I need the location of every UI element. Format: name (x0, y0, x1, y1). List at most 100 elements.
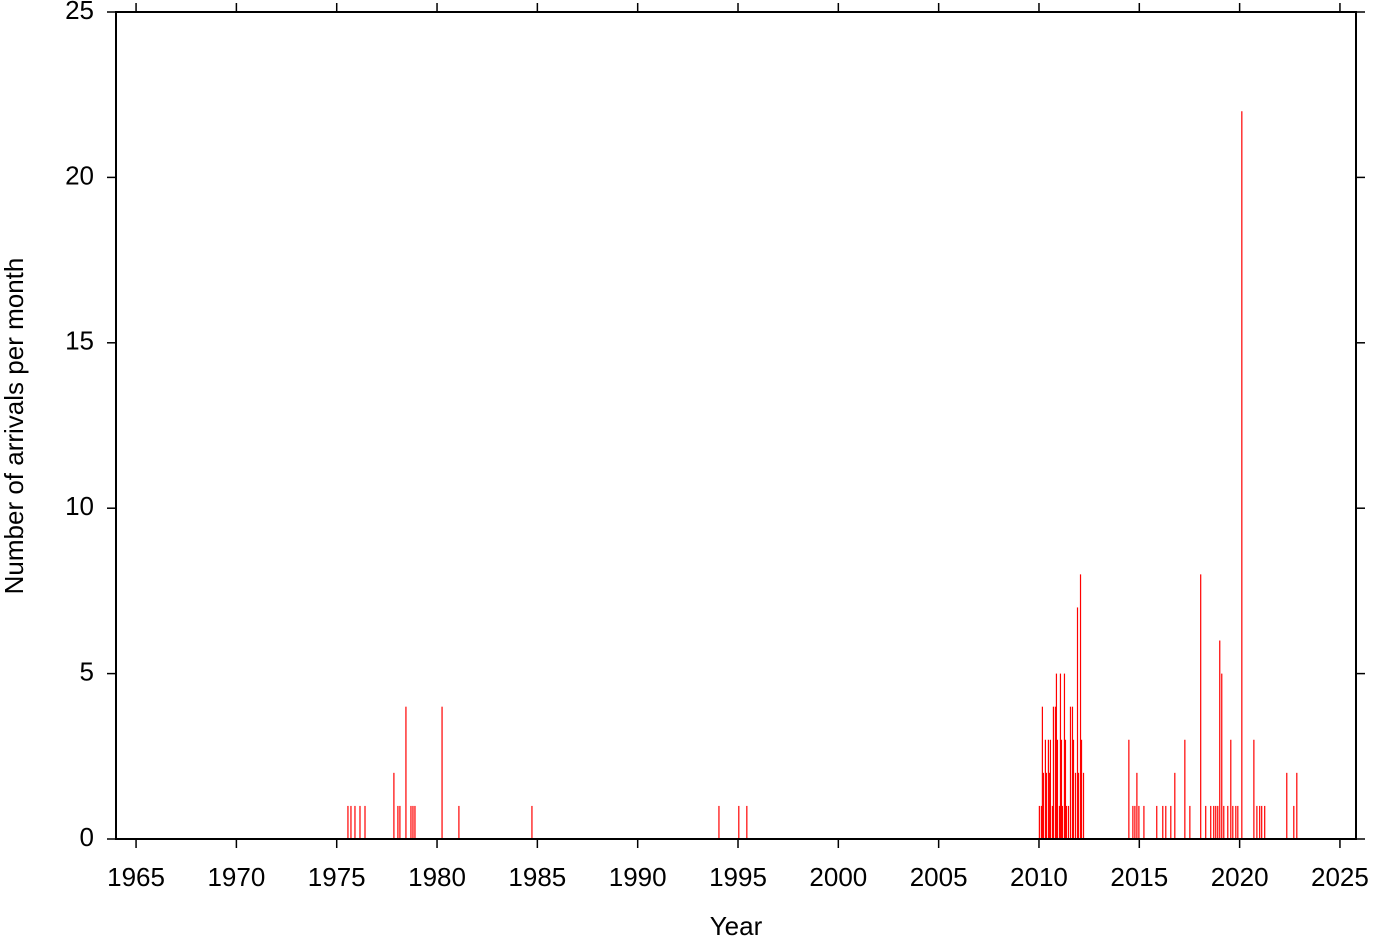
y-tick-label: 20 (65, 160, 94, 190)
bar (1060, 739, 1063, 839)
bar (1128, 739, 1130, 839)
bar (1232, 805, 1234, 839)
bar (1041, 706, 1043, 839)
bar (1174, 772, 1176, 839)
bar (1055, 673, 1058, 839)
bar (1143, 805, 1145, 839)
bar (1205, 805, 1207, 839)
y-tick-label: 0 (80, 822, 94, 852)
x-tick-label: 2020 (1211, 862, 1269, 892)
bar (1237, 805, 1239, 839)
bar (1076, 607, 1079, 839)
bar (1082, 772, 1085, 839)
bar (359, 805, 361, 839)
bar (1051, 805, 1054, 839)
bar (1072, 739, 1075, 839)
bar (1221, 673, 1223, 839)
bar (1134, 805, 1136, 839)
bar (393, 772, 395, 839)
bar (1189, 805, 1191, 839)
bar (410, 805, 412, 839)
bar (1063, 673, 1066, 839)
x-tick-label: 2010 (1010, 862, 1068, 892)
y-tick-label: 5 (80, 656, 94, 686)
bar (1058, 805, 1061, 839)
bar (1064, 739, 1067, 839)
bar (1170, 805, 1172, 839)
x-tick-label: 2000 (809, 862, 867, 892)
bar (1184, 739, 1186, 839)
bar (1080, 739, 1083, 839)
bar (1296, 772, 1298, 839)
bar (1061, 805, 1064, 839)
y-tick-label: 10 (65, 491, 94, 521)
bar (1069, 706, 1072, 839)
x-tick-label: 2015 (1110, 862, 1168, 892)
bar (1040, 805, 1042, 839)
y-axis-label: Number of arrivals per month (0, 258, 29, 595)
bar (354, 805, 356, 839)
bar (1132, 805, 1134, 839)
x-tick-label: 2005 (910, 862, 968, 892)
bar (1253, 739, 1255, 839)
bar (1067, 805, 1070, 839)
x-tick-label: 1970 (207, 862, 265, 892)
bar (738, 805, 740, 839)
bar (458, 805, 460, 839)
bar (1056, 739, 1059, 839)
y-tick-label: 15 (65, 326, 94, 356)
bar (1071, 706, 1074, 839)
x-tick-label: 1965 (107, 862, 165, 892)
bar (1210, 805, 1212, 839)
bar (1156, 805, 1158, 839)
bar (1049, 739, 1052, 839)
bar (1052, 706, 1055, 839)
bar (397, 805, 399, 839)
bar (1217, 805, 1219, 839)
bar (1200, 574, 1202, 839)
bar (718, 805, 720, 839)
bar (399, 805, 401, 839)
bar (405, 706, 407, 839)
bar (1213, 805, 1215, 839)
bar (350, 805, 352, 839)
bar (1223, 805, 1225, 839)
bar (1264, 805, 1266, 839)
bar (1059, 673, 1062, 839)
bar (1259, 805, 1261, 839)
bar (1074, 772, 1077, 839)
x-tick-label: 2025 (1311, 862, 1369, 892)
x-tick-label: 1975 (308, 862, 366, 892)
bar (1235, 805, 1237, 839)
bar (412, 805, 414, 839)
y-tick-label: 25 (65, 0, 94, 25)
bar (1227, 805, 1229, 839)
bar (1215, 805, 1217, 839)
bar (1136, 772, 1138, 839)
bar (441, 706, 443, 839)
x-tick-label: 1980 (408, 862, 466, 892)
bar (531, 805, 533, 839)
bar (1162, 805, 1164, 839)
bar (1261, 805, 1263, 839)
bar (1256, 805, 1258, 839)
bar (1241, 111, 1243, 840)
bar (1065, 805, 1068, 839)
bar (1048, 772, 1051, 839)
bar (364, 805, 366, 839)
bar (414, 805, 416, 839)
bar (1286, 772, 1288, 839)
bar (1045, 772, 1048, 839)
bar (1044, 739, 1046, 839)
bar (347, 805, 349, 839)
bar (1138, 805, 1140, 839)
bar (1165, 805, 1167, 839)
bar (1293, 805, 1295, 839)
x-tick-label: 1990 (609, 862, 667, 892)
x-tick-label: 1995 (709, 862, 767, 892)
x-axis-label: Year (710, 911, 763, 941)
bar (1077, 772, 1080, 839)
plot-frame (115, 11, 1357, 840)
